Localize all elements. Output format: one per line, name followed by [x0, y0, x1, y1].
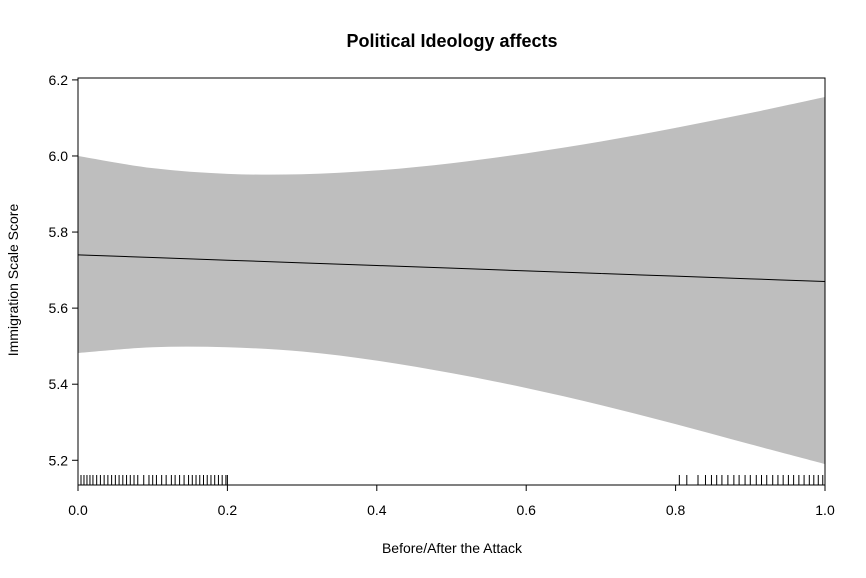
plot-frame — [77, 77, 826, 486]
y-tick-label: 5.4 — [49, 376, 69, 392]
y-tick-label: 5.6 — [49, 300, 69, 316]
confidence-band — [78, 97, 825, 465]
y-tick-label: 5.2 — [49, 452, 69, 468]
x-tick-label: 0.0 — [68, 502, 88, 518]
y-axis: 5.2 5.4 5.6 5.8 6.0 6.2 — [49, 72, 78, 468]
x-tick-label: 1.0 — [815, 502, 835, 518]
x-tick-label: 0.2 — [218, 502, 238, 518]
x-tick-label: 0.6 — [516, 502, 536, 518]
chart-title: Political Ideology affects — [346, 31, 557, 51]
x-axis-label: Before/After the Attack — [382, 540, 523, 556]
y-tick-label: 6.2 — [49, 72, 69, 88]
plot-area — [77, 77, 826, 486]
x-tick-label: 0.4 — [367, 502, 387, 518]
rug-marks — [77, 475, 826, 485]
y-tick-label: 5.8 — [49, 224, 69, 240]
y-tick-label: 6.0 — [49, 148, 69, 164]
x-tick-label: 0.8 — [666, 502, 686, 518]
x-axis: 0.0 0.2 0.4 0.6 0.8 1.0 — [68, 485, 835, 518]
fit-line — [77, 254, 826, 282]
y-axis-label: Immigration Scale Score — [5, 204, 21, 357]
